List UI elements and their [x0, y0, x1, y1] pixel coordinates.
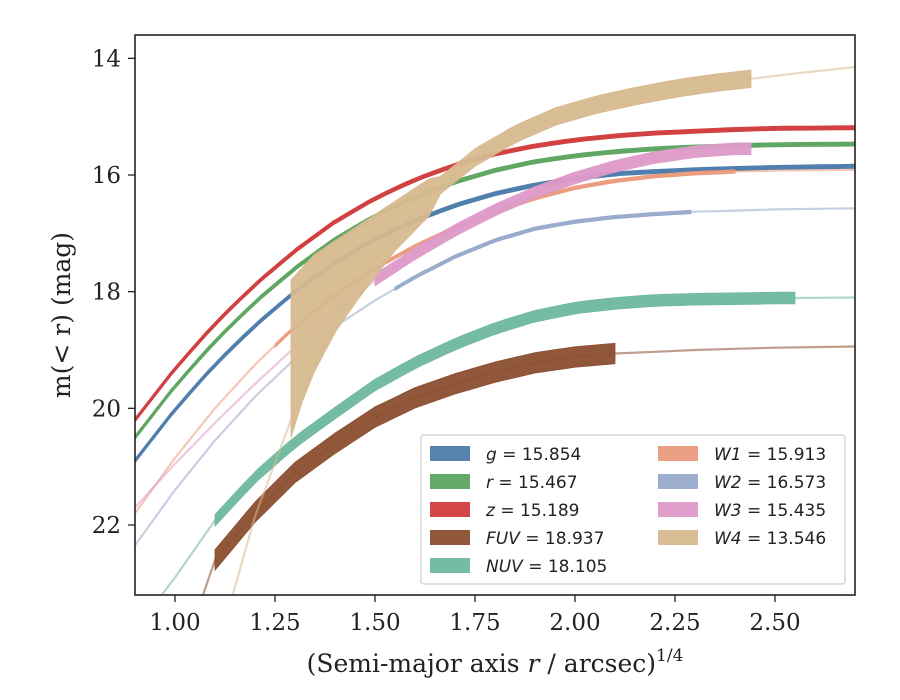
- legend-swatch-w3: [658, 502, 698, 517]
- x-tick-label: 2.25: [649, 610, 700, 636]
- series-w2-band: [394, 209, 692, 292]
- legend-label-nuv: NUV = 18.105: [486, 557, 607, 577]
- y-tick-label: 20: [92, 396, 121, 422]
- x-axis-title: (Semi-major axis r / arcsec)1/4: [307, 646, 684, 678]
- legend-label-r: r = 15.467: [486, 473, 578, 493]
- ticks-layer: 1.00 1.25 1.50 1.75 2.00 2.25 2.50 14 16 18 20 22: [92, 46, 801, 636]
- series-fuv-band: [214, 342, 616, 572]
- legend-label-z: z = 15.189: [485, 501, 579, 521]
- legend-swatch-r: [430, 474, 470, 489]
- legend-swatch-w2: [658, 474, 698, 489]
- series-layer: [135, 66, 855, 595]
- legend-swatch-g: [430, 446, 470, 461]
- legend-swatch-nuv: [430, 558, 470, 573]
- series-z-band: [135, 125, 855, 423]
- plot-frame: [134, 34, 856, 596]
- x-tick-label: 1.25: [249, 610, 300, 636]
- legend-box: [420, 434, 846, 585]
- y-axis-title: m(< r) (mag): [47, 232, 76, 398]
- series-w4-band: [290, 69, 752, 438]
- x-tick-label: 1.75: [449, 610, 500, 636]
- series-r-line: [135, 143, 855, 439]
- x-tick-label: 1.00: [149, 610, 200, 636]
- legend-swatch-z: [430, 502, 470, 517]
- series-nuv-band: [214, 291, 796, 528]
- series-w3-band: [374, 142, 752, 287]
- legend-swatch-w4: [658, 530, 698, 545]
- legend-label-g: g = 15.854: [486, 445, 581, 465]
- legend-label-w4: W4 = 13.546: [714, 529, 826, 549]
- legend-label-fuv: FUV = 18.937: [486, 529, 604, 549]
- x-tick-label: 2.00: [549, 610, 600, 636]
- legend-swatch-w1: [658, 446, 698, 461]
- x-tick-label: 2.50: [749, 610, 800, 636]
- legend-label-w3: W3 = 15.435: [714, 501, 826, 521]
- x-tick-label: 1.50: [349, 610, 400, 636]
- legend-swatch-fuv: [430, 530, 470, 545]
- y-tick-label: 16: [92, 163, 121, 189]
- y-tick-label: 22: [92, 513, 121, 539]
- y-tick-label: 14: [92, 46, 121, 72]
- legend: g = 15.854 r = 15.467 z = 15.189 FUV = 18.9…: [420, 434, 846, 585]
- y-tick-label: 18: [92, 280, 121, 306]
- legend-label-w2: W2 = 16.573: [714, 473, 826, 493]
- legend-label-w1: W1 = 15.913: [714, 445, 826, 465]
